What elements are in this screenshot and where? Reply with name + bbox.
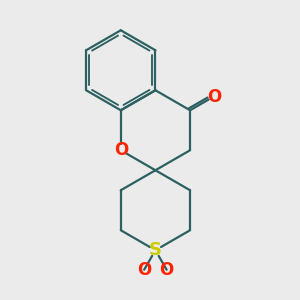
Text: O: O	[207, 88, 221, 106]
Text: O: O	[160, 261, 174, 279]
Text: S: S	[149, 241, 162, 259]
Text: O: O	[114, 141, 128, 159]
Text: O: O	[137, 261, 151, 279]
